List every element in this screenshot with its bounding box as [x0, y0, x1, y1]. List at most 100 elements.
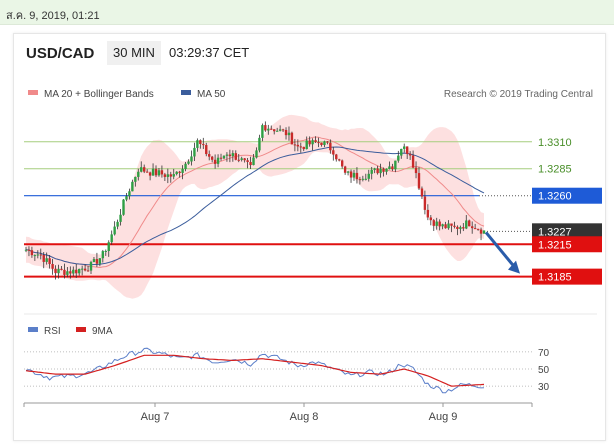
chart-header: USD/CAD 30 MIN 03:29:37 CET	[14, 34, 605, 74]
candle-body	[137, 171, 140, 177]
candle-body	[302, 146, 305, 150]
candle	[125, 193, 128, 202]
candle	[169, 171, 172, 183]
candle-body	[42, 254, 45, 262]
candle-body	[473, 228, 477, 230]
candle	[246, 158, 249, 169]
candle	[332, 146, 335, 161]
candle-body	[237, 159, 240, 161]
candle-body	[382, 168, 385, 172]
candle-body	[426, 209, 430, 218]
rsi-ma-legend-label: 9MA	[92, 326, 113, 337]
candle	[178, 170, 181, 178]
candle	[101, 249, 105, 263]
candle-body	[66, 271, 69, 275]
candle	[190, 150, 193, 166]
candle	[264, 121, 267, 132]
candle	[482, 230, 486, 234]
candle	[290, 131, 294, 145]
candle	[142, 164, 146, 174]
candle-body	[379, 168, 382, 174]
rsi-level-label-70: 70	[538, 348, 550, 359]
candle-body	[349, 171, 353, 178]
candle-body	[335, 154, 338, 160]
rsi-ma-line	[25, 354, 485, 387]
candle	[228, 149, 232, 163]
candle-body	[441, 224, 444, 227]
candle	[225, 152, 229, 162]
candle	[394, 160, 397, 173]
candle-body	[163, 174, 167, 177]
candle-body	[113, 226, 116, 235]
candle	[429, 214, 433, 226]
candle-body	[329, 142, 332, 151]
candle	[213, 154, 217, 169]
candle	[137, 168, 140, 181]
candle-body	[216, 157, 220, 164]
candle	[131, 179, 134, 192]
candle	[219, 153, 223, 161]
candle-body	[361, 178, 365, 180]
candle	[122, 199, 125, 216]
candle	[45, 252, 48, 265]
candle-body	[148, 172, 152, 176]
candle	[86, 266, 90, 272]
candle	[54, 265, 57, 280]
candle	[473, 223, 477, 230]
candle-body	[48, 258, 51, 264]
candle-body	[92, 259, 96, 263]
candle	[379, 163, 382, 178]
candle-body	[222, 155, 226, 159]
candle-body	[234, 153, 237, 160]
timeframe-badge[interactable]: 30 MIN	[107, 41, 161, 65]
candle-body	[338, 159, 341, 161]
candle-body	[145, 171, 149, 173]
candle	[435, 217, 438, 230]
candle	[308, 136, 311, 147]
candle	[27, 246, 31, 257]
candle-body	[432, 220, 435, 226]
candle-body	[60, 268, 63, 270]
level-1-3215-label: 1.3215	[538, 239, 572, 251]
chart-time: 03:29:37 CET	[169, 45, 250, 60]
candle	[470, 221, 474, 234]
rsi-legend-swatch	[28, 327, 38, 332]
candle-body	[326, 141, 329, 143]
candle-body	[184, 163, 187, 169]
candle-body	[178, 171, 181, 173]
candle	[284, 127, 288, 140]
candle-body	[196, 140, 199, 148]
candle-body	[343, 166, 347, 173]
candle-body	[131, 181, 134, 192]
candle	[305, 136, 308, 150]
rsi-line	[25, 347, 485, 394]
candle-body	[243, 158, 246, 161]
candle-body	[213, 159, 217, 164]
candle	[296, 139, 300, 152]
candle-body	[190, 156, 193, 162]
candle-body	[157, 170, 161, 176]
candle	[151, 163, 155, 176]
candle	[420, 186, 424, 200]
candle	[48, 255, 51, 269]
currency-pair: USD/CAD	[26, 45, 95, 62]
candle	[110, 230, 113, 245]
candle-body	[414, 167, 418, 174]
candle-body	[166, 174, 170, 177]
candle	[172, 168, 175, 180]
candle	[216, 154, 220, 168]
candle-body	[89, 262, 93, 271]
candle	[373, 167, 376, 174]
candle	[447, 220, 450, 230]
candle	[382, 167, 385, 177]
candle-body	[69, 271, 72, 274]
candle-body	[479, 229, 483, 234]
candle	[479, 227, 483, 241]
candle-body	[299, 146, 302, 148]
candle	[75, 264, 78, 278]
candle	[160, 165, 164, 178]
candle-body	[470, 226, 474, 229]
candle	[314, 136, 317, 144]
candle	[175, 171, 178, 176]
candle-body	[154, 168, 158, 176]
